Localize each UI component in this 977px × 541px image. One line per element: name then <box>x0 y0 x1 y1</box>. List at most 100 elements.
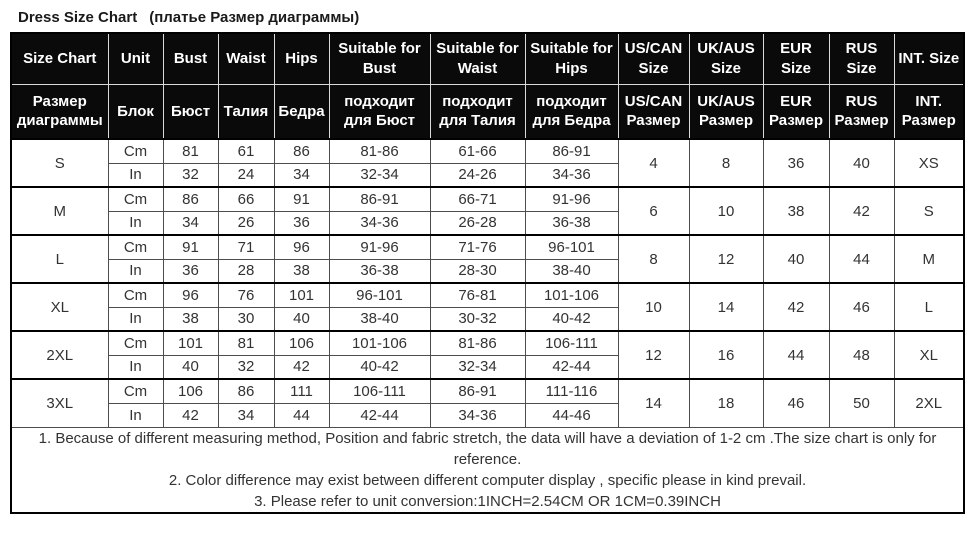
fit-bust-in-cell: 34-36 <box>328 210 431 236</box>
table-row-m-in: In 34 26 36 34-36 26-28 36-38 <box>11 210 964 236</box>
rus-size-cell: 50 <box>828 378 895 428</box>
hips-cm-cell: 86 <box>273 138 330 164</box>
table-row-s-in: In 32 24 34 32-34 24-26 34-36 <box>11 162 964 188</box>
size-label: XL <box>10 282 109 332</box>
int-size-cell: XL <box>893 330 965 380</box>
uk-aus-size-cell: 12 <box>688 234 764 284</box>
eur-size-cell: 46 <box>762 378 830 428</box>
unit-cell: Cm <box>107 282 164 308</box>
fit-bust-cm-cell: 96-101 <box>328 282 431 308</box>
waist-in-cell: 26 <box>217 210 275 236</box>
unit-cell: In <box>107 354 164 380</box>
hips-cm-cell: 96 <box>273 234 330 260</box>
size-label: 3XL <box>10 378 109 428</box>
col-header-bust-ru: Бюст <box>162 83 219 140</box>
fit-bust-in-cell: 36-38 <box>328 258 431 284</box>
size-chart-table: Size Chart Unit Bust Waist Hips Suitable… <box>10 32 965 514</box>
size-label: S <box>10 138 109 188</box>
fit-hips-in-cell: 34-36 <box>524 162 619 188</box>
table-row-xl-in: In 38 30 40 38-40 30-32 40-42 <box>11 306 964 332</box>
bust-cm-cell: 91 <box>162 234 219 260</box>
eur-size-cell: 40 <box>762 234 830 284</box>
unit-cell: In <box>107 210 164 236</box>
hips-cm-cell: 106 <box>273 330 330 356</box>
table-row-m-cm: M Cm 86 66 91 86-91 66-71 91-96 6 10 38 … <box>10 186 965 236</box>
table-row-2xl-in: In 40 32 42 40-42 32-34 42-44 <box>11 354 964 380</box>
waist-in-cell: 28 <box>217 258 275 284</box>
size-label: M <box>10 186 109 236</box>
col-header-hips: Hips <box>273 32 330 85</box>
notes-row: 1. Because of different measuring method… <box>10 426 965 513</box>
col-header-suitable-waist-ru: подходит для Талия <box>429 83 526 140</box>
table-row-2xl-cm: 2XL Cm 101 81 106 101-106 81-86 106-111 … <box>10 330 965 380</box>
col-header-waist: Waist <box>217 32 275 85</box>
int-size-cell: XS <box>893 138 965 188</box>
col-header-us-can: US/CAN Size <box>617 32 690 85</box>
hips-cm-cell: 111 <box>273 378 330 404</box>
rus-size-cell: 44 <box>828 234 895 284</box>
bust-in-cell: 40 <box>162 354 219 380</box>
col-header-eur-ru: EUR Размер <box>762 83 830 140</box>
waist-cm-cell: 71 <box>217 234 275 260</box>
unit-cell: Cm <box>107 186 164 212</box>
fit-bust-cm-cell: 91-96 <box>328 234 431 260</box>
eur-size-cell: 42 <box>762 282 830 332</box>
int-size-cell: L <box>893 282 965 332</box>
bust-in-cell: 32 <box>162 162 219 188</box>
fit-waist-cm-cell: 66-71 <box>429 186 526 212</box>
hips-in-cell: 34 <box>273 162 330 188</box>
col-header-size-chart: Size Chart <box>10 32 109 85</box>
fit-hips-cm-cell: 106-111 <box>524 330 619 356</box>
table-row-s-cm: S Cm 81 61 86 81-86 61-66 86-91 4 8 36 4… <box>10 138 965 188</box>
col-header-uk-aus-ru: UK/AUS Размер <box>688 83 764 140</box>
rus-size-cell: 40 <box>828 138 895 188</box>
fit-waist-cm-cell: 61-66 <box>429 138 526 164</box>
uk-aus-size-cell: 18 <box>688 378 764 428</box>
waist-in-cell: 34 <box>217 402 275 428</box>
note-2: 2. Color difference may exist between di… <box>168 471 807 489</box>
int-size-cell: S <box>893 186 965 236</box>
col-header-size-chart-ru: Размер диаграммы <box>10 83 109 140</box>
fit-hips-cm-cell: 86-91 <box>524 138 619 164</box>
waist-cm-cell: 76 <box>217 282 275 308</box>
table-row-3xl-cm: 3XL Cm 106 86 111 106-111 86-91 111-116 … <box>10 378 965 428</box>
waist-in-cell: 32 <box>217 354 275 380</box>
col-header-unit: Unit <box>107 32 164 85</box>
hips-cm-cell: 101 <box>273 282 330 308</box>
unit-cell: In <box>107 306 164 332</box>
hips-in-cell: 40 <box>273 306 330 332</box>
unit-cell: Cm <box>107 330 164 356</box>
bust-in-cell: 42 <box>162 402 219 428</box>
uk-aus-size-cell: 8 <box>688 138 764 188</box>
fit-hips-in-cell: 44-46 <box>524 402 619 428</box>
us-can-size-cell: 12 <box>617 330 690 380</box>
eur-size-cell: 36 <box>762 138 830 188</box>
fit-waist-cm-cell: 71-76 <box>429 234 526 260</box>
hips-in-cell: 36 <box>273 210 330 236</box>
eur-size-cell: 38 <box>762 186 830 236</box>
waist-cm-cell: 81 <box>217 330 275 356</box>
fit-bust-cm-cell: 86-91 <box>328 186 431 212</box>
fit-hips-cm-cell: 111-116 <box>524 378 619 404</box>
bust-cm-cell: 101 <box>162 330 219 356</box>
fit-waist-in-cell: 34-36 <box>429 402 526 428</box>
bust-cm-cell: 81 <box>162 138 219 164</box>
bust-cm-cell: 86 <box>162 186 219 212</box>
rus-size-cell: 42 <box>828 186 895 236</box>
size-label: 2XL <box>10 330 109 380</box>
uk-aus-size-cell: 16 <box>688 330 764 380</box>
col-header-suitable-bust-ru: подходит для Бюст <box>328 83 431 140</box>
waist-cm-cell: 86 <box>217 378 275 404</box>
us-can-size-cell: 6 <box>617 186 690 236</box>
col-header-int: INT. Size <box>893 32 965 85</box>
col-header-rus-ru: RUS Размер <box>828 83 895 140</box>
fit-waist-cm-cell: 81-86 <box>429 330 526 356</box>
col-header-us-can-ru: US/CAN Размер <box>617 83 690 140</box>
fit-waist-cm-cell: 86-91 <box>429 378 526 404</box>
hips-in-cell: 38 <box>273 258 330 284</box>
uk-aus-size-cell: 14 <box>688 282 764 332</box>
fit-bust-in-cell: 38-40 <box>328 306 431 332</box>
col-header-suitable-bust: Suitable for Bust <box>328 32 431 85</box>
uk-aus-size-cell: 10 <box>688 186 764 236</box>
